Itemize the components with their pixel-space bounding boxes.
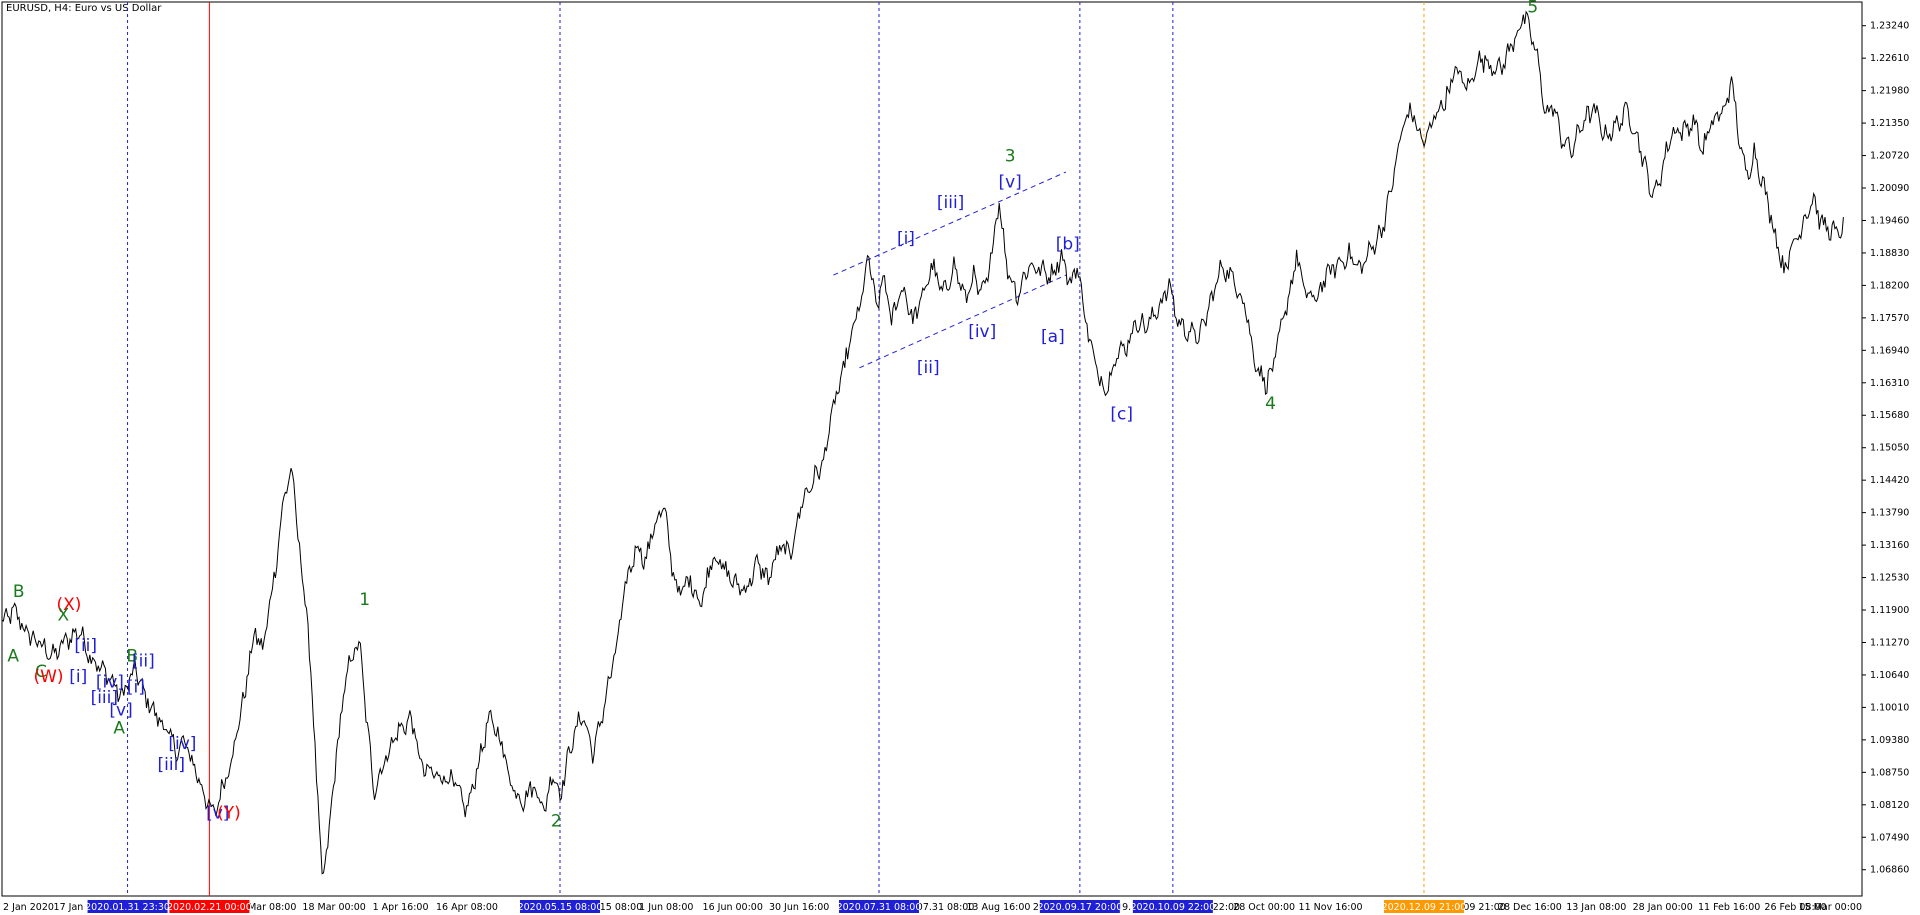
wave-label: [iv] (96, 672, 124, 692)
wave-label: [v] (998, 172, 1021, 192)
y-tick-label: 1.10640 (1870, 670, 1909, 681)
x-tick-label: 3 Mar 08:00 (239, 902, 296, 913)
wave-label: (W) (33, 667, 63, 687)
wave-label: [ii] (917, 358, 940, 378)
y-tick-label: 1.08750 (1870, 767, 1909, 778)
chart-title: EURUSD, H4: Euro vs US Dollar (6, 3, 162, 14)
wave-label: 2 (551, 811, 562, 831)
channel-line (859, 274, 1067, 369)
y-tick-label: 1.18200 (1870, 280, 1909, 291)
wave-label: X (58, 605, 70, 625)
y-tick-label: 1.06860 (1870, 865, 1909, 876)
x-time-label-bg (1132, 900, 1213, 913)
wave-label: (X) (56, 595, 81, 615)
x-tick-label: 16 Apr 08:00 (436, 902, 498, 913)
y-tick-label: 1.08120 (1870, 800, 1909, 811)
x-time-label-bg (838, 900, 919, 913)
x-time-label: 2020.02.21 00:00 (167, 902, 252, 913)
wave-label: 5 (1527, 0, 1538, 17)
x-tick-label: 28 Dec 16:00 (1498, 902, 1562, 913)
x-tick-label: 2 Jan 2020 (3, 902, 54, 913)
x-tick-label: 30 Jun 16:00 (769, 902, 829, 913)
y-tick-label: 1.20090 (1870, 183, 1909, 194)
wave-label: [iii] (91, 688, 118, 708)
x-tick-label: 13 Aug 16:00 (966, 902, 1030, 913)
x-tick-label: 17 Jan (54, 902, 84, 913)
plot-frame (1, 1, 1863, 897)
wave-label: 3 (1005, 147, 1016, 167)
y-tick-label: 1.11270 (1870, 637, 1909, 648)
y-tick-label: 1.19460 (1870, 215, 1909, 226)
x-tick-label: 11 Nov 16:00 (1299, 902, 1363, 913)
wave-label: [b] (1056, 234, 1080, 254)
y-tick-label: 1.17570 (1870, 313, 1909, 324)
x-tick-label: 11 Feb 16:00 (1698, 902, 1760, 913)
wave-label: [a] (1041, 327, 1065, 347)
y-tick-label: 1.20720 (1870, 151, 1909, 162)
wave-label: [v] (109, 701, 132, 721)
wave-label: C (35, 662, 47, 682)
wave-label: [iv] (168, 734, 196, 754)
wave-label: B (13, 582, 25, 602)
x-tick-label: 1 Jun 08:00 (639, 902, 693, 913)
x-time-label-bg (520, 900, 600, 913)
x-time-label: 2020.07.31 08:00 (837, 902, 922, 913)
x-tick-label: 28 Oct 00:00 (1233, 902, 1295, 913)
x-tick-label: 15 Mar 00:00 (1799, 902, 1862, 913)
x-tick-label: 16 Jun 00:00 (703, 902, 763, 913)
x-time-label-bg (1383, 900, 1464, 913)
wave-label: (Y) (217, 804, 241, 824)
wave-label: [ii] (74, 636, 97, 656)
x-tick-label: 2020.09.17 20:00 (1089, 902, 1174, 913)
x-time-label-bg (87, 900, 168, 913)
y-tick-label: 1.10010 (1870, 702, 1909, 713)
wave-label: 1 (359, 590, 370, 610)
y-tick-label: 1.15680 (1870, 410, 1909, 421)
wave-label: A (7, 647, 19, 667)
channel-line (833, 171, 1067, 276)
x-time-label: 2020.09.17 20:00 (1037, 902, 1122, 913)
x-tick-label: 1 Apr 16:00 (373, 902, 429, 913)
x-tick-label: 2020.07.31 08:00 (890, 902, 975, 913)
y-tick-label: 1.21350 (1870, 118, 1909, 129)
wave-label: B (126, 647, 138, 667)
wave-label: [i] (127, 677, 145, 697)
y-tick-label: 1.13790 (1870, 508, 1909, 519)
y-tick-label: 1.11900 (1870, 605, 1909, 616)
y-tick-label: 1.21980 (1870, 86, 1909, 97)
wave-label: [c] (1110, 404, 1133, 424)
y-tick-label: 1.09380 (1870, 735, 1909, 746)
y-tick-label: 1.12530 (1870, 573, 1909, 584)
y-tick-label: 1.07490 (1870, 832, 1909, 843)
wave-label: [i] (69, 667, 87, 687)
y-tick-label: 1.16310 (1870, 378, 1909, 389)
x-time-label: 2020.05.15 08:00 (518, 902, 603, 913)
y-tick-label: 1.13160 (1870, 540, 1909, 551)
x-time-label: 2020.01.31 23:30 (85, 902, 170, 913)
x-time-label: 2020.10.09 22:00 (1130, 902, 1215, 913)
x-time-label: 2020.12.09 21:00 (1382, 902, 1467, 913)
wave-label: [v] (206, 804, 229, 824)
wave-label: [iii] (937, 193, 964, 213)
y-tick-label: 1.16940 (1870, 345, 1909, 356)
y-tick-label: 1.23240 (1870, 21, 1909, 32)
x-tick-label: 18 Mar 00:00 (302, 902, 365, 913)
wave-label: A (113, 719, 125, 739)
wave-label: 4 (1265, 394, 1276, 414)
wave-label: [ii] (132, 652, 155, 672)
y-tick-label: 1.18830 (1870, 248, 1909, 259)
x-tick-label: 28 Jan 00:00 (1633, 902, 1693, 913)
y-tick-label: 1.15050 (1870, 443, 1909, 454)
x-tick-label: 13 Jan 08:00 (1566, 902, 1626, 913)
x-time-label-bg (169, 900, 250, 913)
price-series-line (1, 10, 1844, 875)
x-time-label-bg (1039, 900, 1120, 913)
x-tick-label: 26 Feb 08:00 (1764, 902, 1826, 913)
wave-label: [iii] (158, 755, 185, 775)
y-tick-label: 1.22610 (1870, 53, 1909, 64)
wave-label: [iv] (968, 322, 996, 342)
y-tick-label: 1.14420 (1870, 475, 1909, 486)
wave-label: [i] (897, 229, 915, 249)
